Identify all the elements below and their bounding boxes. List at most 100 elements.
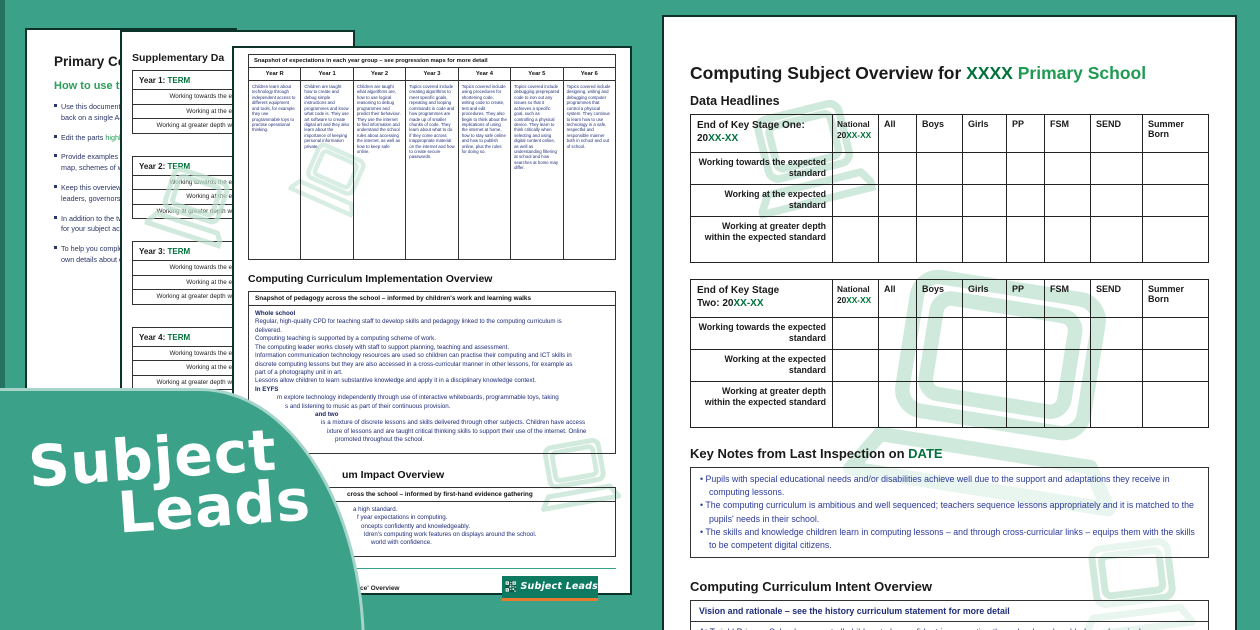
data-cell	[879, 185, 917, 217]
column-header: SEND	[1091, 280, 1143, 318]
list-item: • The skills and knowledge children lear…	[700, 526, 1195, 550]
table-row: Working towards the e	[132, 90, 236, 105]
data-cell	[833, 350, 879, 382]
data-cell	[833, 217, 879, 263]
data-cell	[963, 382, 1007, 428]
bullet-icon	[54, 104, 57, 107]
body-line: discrete computing lessons but they are …	[255, 360, 573, 368]
column-header: Year R	[249, 68, 302, 81]
column-header: SEND	[1091, 115, 1143, 153]
ks2-data-table: End of Key Stage Two: 20XX-XX National 20X…	[690, 279, 1209, 428]
data-cell	[1091, 153, 1143, 185]
list-item: Use this document to back on a single A4 …	[54, 102, 235, 124]
box-body: a high standard. f year expectations in …	[249, 502, 615, 556]
logo-line: Leads	[115, 467, 313, 548]
badge-label: Subject Leads	[520, 581, 598, 593]
data-cell	[1007, 153, 1045, 185]
body-line: Whole school	[255, 310, 296, 317]
left-edge-shadow	[0, 0, 5, 390]
body-line: world with confidence.	[371, 539, 432, 547]
bullet-icon	[54, 215, 57, 219]
middle-page-title: Supplementary Da	[132, 52, 225, 64]
data-cell	[917, 318, 963, 350]
right-page-computing-subject-overview: Computing Subject Overview for XXXX Prim…	[662, 15, 1237, 630]
page-title: Computing Subject Overview for XXXX Prim…	[690, 63, 1147, 83]
bullet-icon	[54, 154, 57, 158]
list-item: Keep this overview up leaders, governors,…	[54, 183, 235, 205]
table-row: Working at greater depth w	[132, 119, 236, 134]
data-cell	[1091, 350, 1143, 382]
column-header: FSM	[1045, 115, 1091, 153]
column-header: FSM	[1045, 280, 1091, 318]
data-cell	[963, 350, 1007, 382]
body-line: ixture of lessons and are taught critica…	[327, 427, 587, 435]
data-cell	[963, 318, 1007, 350]
column-header: Year 3	[406, 68, 459, 81]
column-header: National 20XX-XX	[833, 115, 879, 153]
data-cell	[879, 382, 917, 428]
data-cell	[879, 318, 917, 350]
list-item: Provide examples for map, schemes of wor	[54, 152, 235, 174]
footer-text: ce' Overview	[360, 584, 400, 592]
data-cell	[1007, 185, 1045, 217]
year-expectation-cell: Topics covered include creating algorith…	[406, 81, 459, 260]
body-line: Regular, high-quality CPD for teaching s…	[255, 318, 562, 326]
data-cell	[1143, 350, 1209, 382]
column-header: Summer Born	[1143, 280, 1209, 318]
column-header: PP	[1007, 280, 1045, 318]
year-1-data-table: Year 1: TERM Working towards the e Worki…	[132, 70, 332, 134]
laptop-doodle-watermark	[749, 97, 880, 237]
column-header: All	[879, 115, 917, 153]
body-line: Computing teaching is supported by a com…	[255, 335, 436, 343]
subject-leads-badge: Subject Leads	[502, 575, 598, 601]
row-label: Working at greater depth within the expe…	[691, 382, 833, 428]
table-caption: Snapshot of expectations in each year gr…	[249, 55, 616, 68]
bullet-icon	[54, 184, 57, 188]
data-cell	[1007, 217, 1045, 263]
intent-overview-heading: Computing Curriculum Intent Overview	[690, 579, 932, 595]
impact-overview-heading: um Impact Overview	[342, 468, 445, 481]
data-cell	[1045, 185, 1091, 217]
table-row: Working at greater depth w	[132, 290, 236, 305]
data-cell	[879, 153, 917, 185]
data-cell	[917, 350, 963, 382]
year-expectation-cell: Topics covered include designing, writin…	[563, 81, 616, 260]
qr-code-icon	[505, 581, 517, 593]
column-header: Summer Born	[1143, 115, 1209, 153]
row-group-header: End of Key Stage Two: 20XX-XX	[691, 280, 833, 318]
laptop-doodle-watermark	[287, 118, 366, 248]
key-notes-heading: Key Notes from Last Inspection on DATE	[690, 446, 943, 461]
subject-leads-logo: Subject Leads	[26, 418, 313, 548]
left-page-subtitle: How to use thi	[54, 80, 130, 92]
data-cell	[1045, 350, 1091, 382]
list-item: • The computing curriculum is ambitious …	[700, 500, 1194, 524]
body-line: and two	[315, 411, 339, 419]
data-cell	[917, 382, 963, 428]
key-notes-box: • Pupils with special educational needs …	[690, 467, 1209, 559]
body-line: Lessons allow children to learn substant…	[255, 377, 537, 385]
body-line: f year expectations in computing.	[357, 514, 448, 522]
box-header: Vision and rationale – see the history c…	[691, 601, 1208, 623]
year-expectation-cell: Topics covered include using procedures …	[458, 81, 512, 260]
column-header: Girls	[963, 280, 1007, 318]
body-line: promoted throughout the school.	[335, 436, 425, 444]
data-cell	[1091, 318, 1143, 350]
data-cell	[1045, 217, 1091, 263]
list-item: In addition to the two-for your subject …	[54, 214, 235, 236]
column-header: Year 5	[511, 68, 564, 81]
body-line: is a mixture of discrete lessons and ski…	[321, 419, 586, 427]
box-header: Snapshot of pedagogy across the school –…	[249, 292, 615, 306]
body-line: ldren's computing work features on displ…	[364, 531, 537, 539]
body-line: The computing leader works closely with …	[255, 343, 510, 351]
body-line: delivered.	[255, 326, 282, 334]
year-expectation-cell: Children learn about technology through …	[249, 81, 302, 260]
bullet-icon	[54, 246, 57, 250]
data-cell	[917, 185, 963, 217]
year-expectation-cell: Topics covered include debugging preprep…	[511, 81, 564, 260]
data-cell	[833, 153, 879, 185]
laptop-doodle-watermark	[534, 437, 622, 523]
body-line: In EYFS	[255, 385, 279, 393]
body-line: a high standard.	[353, 505, 398, 513]
table-row: Working at the e	[132, 104, 236, 119]
